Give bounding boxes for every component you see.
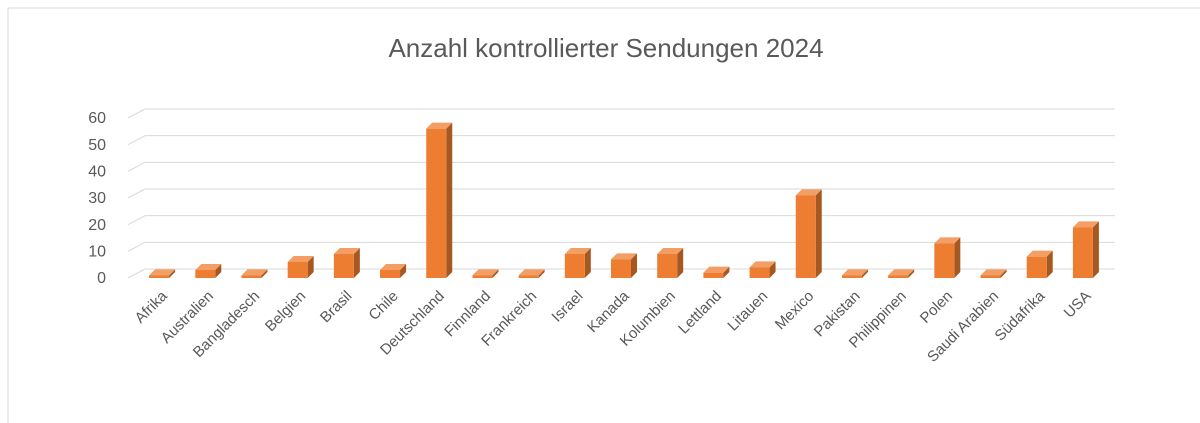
bar	[611, 259, 631, 278]
grid-line	[127, 268, 146, 279]
bar	[980, 275, 1001, 278]
bar-side	[1046, 250, 1053, 278]
bar-top	[241, 269, 268, 276]
bar-side	[769, 261, 776, 278]
bar-top	[888, 269, 915, 276]
grid-line	[127, 188, 146, 199]
bar-side	[169, 269, 176, 278]
bar-top	[518, 269, 545, 276]
bar-side	[215, 264, 222, 278]
bar-top	[703, 266, 730, 273]
bar-side	[353, 248, 360, 278]
bar-top	[749, 261, 776, 268]
y-tick-label: 60	[88, 110, 106, 127]
bar	[1072, 227, 1093, 278]
bar-side	[446, 122, 453, 279]
y-tick-label: 0	[97, 270, 106, 287]
y-tick-label: 20	[88, 217, 106, 234]
bar-side	[584, 248, 591, 278]
bar-top	[380, 264, 407, 270]
bar	[149, 275, 170, 278]
bar-side	[908, 269, 915, 278]
bar	[703, 272, 724, 278]
bar-side	[1000, 269, 1007, 278]
bar	[518, 275, 539, 278]
y-tick-label: 30	[88, 190, 106, 207]
bar-side	[723, 266, 730, 278]
bar-side	[538, 269, 545, 278]
bar-top	[1072, 221, 1099, 228]
bar-top	[795, 189, 822, 196]
bar-top	[980, 269, 1007, 276]
bar	[888, 275, 909, 278]
bar-top	[934, 237, 961, 244]
grid-line	[127, 135, 146, 146]
bar	[195, 270, 216, 278]
bar	[564, 254, 585, 278]
bar-side	[954, 237, 961, 278]
bar-side	[492, 269, 499, 278]
bar	[934, 243, 955, 278]
bar-top	[426, 122, 453, 129]
grid-line	[127, 108, 146, 119]
bar-top	[195, 264, 222, 270]
bar	[241, 275, 262, 278]
bar	[841, 275, 862, 278]
bar-top	[149, 269, 176, 276]
bar-side	[677, 248, 684, 278]
bar	[1026, 256, 1047, 278]
bar	[657, 254, 678, 278]
bar-side	[631, 253, 637, 278]
grid-line	[127, 215, 146, 226]
bar-side	[307, 256, 314, 278]
bar	[287, 262, 308, 278]
bar-top	[333, 248, 360, 254]
bar	[472, 275, 493, 278]
bar-side	[261, 269, 268, 278]
bar-top	[564, 248, 591, 254]
bar-side	[815, 189, 822, 278]
chart-title: Anzahl kontrollierter Sendungen 2024	[388, 33, 823, 63]
bar	[333, 254, 354, 278]
bar-side	[400, 264, 407, 278]
bar-top	[611, 253, 637, 260]
bar	[795, 195, 816, 278]
bar-top	[472, 269, 499, 276]
bar-top	[657, 248, 684, 254]
y-tick-label: 50	[88, 137, 106, 154]
bar	[749, 267, 770, 278]
bar	[380, 270, 401, 278]
bar	[426, 128, 447, 278]
y-tick-label: 40	[88, 164, 106, 181]
grid-line	[127, 241, 146, 252]
grid-line	[127, 161, 146, 172]
bar-side	[1092, 221, 1099, 278]
bar-side	[861, 269, 868, 278]
bar-top	[841, 269, 868, 276]
bar-top	[1026, 250, 1053, 257]
bar-top	[287, 256, 314, 262]
y-tick-label: 10	[88, 244, 106, 261]
